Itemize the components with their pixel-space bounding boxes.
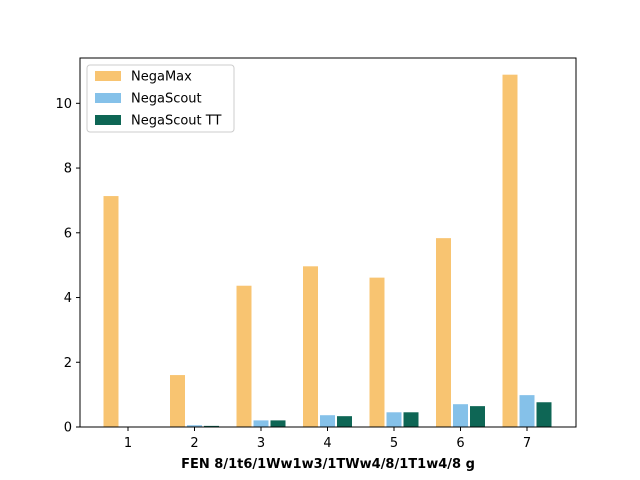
x-axis-ticks: 1 2 3 4 5 6 7 <box>124 427 531 451</box>
x-tick-label: 5 <box>390 436 398 451</box>
bar-negamax-5 <box>368 276 386 428</box>
x-tick-label: 1 <box>124 436 132 451</box>
bar-negamax-6 <box>435 237 452 428</box>
bar-negascout-4 <box>319 414 336 428</box>
bar-negascout-tt-7 <box>535 401 553 428</box>
legend-swatch-negascout <box>95 93 121 103</box>
legend-label: NegaScout <box>131 92 202 107</box>
bar-negamax-2 <box>169 374 186 428</box>
legend-box <box>86 64 235 133</box>
legend-swatch-negascout-tt <box>95 115 121 125</box>
bar-negascout-tt-4 <box>336 415 353 428</box>
y-tick-label: 6 <box>64 226 72 241</box>
bar-negascout-7 <box>518 394 536 428</box>
x-tick-label: 7 <box>523 436 531 451</box>
x-axis-label: FEN 8/1t6/1Ww1w3/1TWw4/8/1T1w4/8 g <box>181 457 475 472</box>
bars-group <box>102 73 553 428</box>
bar-negascout-6 <box>452 403 469 428</box>
legend: NegaMax NegaScout NegaScout TT <box>86 64 235 133</box>
y-tick-label: 0 <box>64 421 72 436</box>
legend-swatch-negamax <box>95 71 121 81</box>
bar-negascout-5 <box>385 411 403 428</box>
y-tick-label: 4 <box>64 291 72 306</box>
x-tick-label: 4 <box>323 436 331 451</box>
y-tick-label: 2 <box>64 356 72 371</box>
legend-label: NegaScout TT <box>131 114 221 129</box>
x-tick-label: 6 <box>456 436 464 451</box>
bar-negamax-1 <box>102 195 120 428</box>
bar-negamax-4 <box>302 265 319 428</box>
y-tick-label: 10 <box>55 97 72 112</box>
bar-negascout-tt-5 <box>402 411 420 428</box>
bar-negamax-7 <box>501 73 519 428</box>
bar-negascout-3 <box>252 419 270 428</box>
x-tick-label: 2 <box>190 436 198 451</box>
x-tick-label: 3 <box>257 436 265 451</box>
y-tick-label: 8 <box>64 162 72 177</box>
y-axis-ticks: 0 2 4 6 8 10 <box>55 97 80 436</box>
legend-label: NegaMax <box>131 70 192 85</box>
bar-negamax-3 <box>235 284 253 428</box>
bar-negascout-tt-3 <box>269 419 287 428</box>
bar-negascout-tt-6 <box>469 405 486 428</box>
